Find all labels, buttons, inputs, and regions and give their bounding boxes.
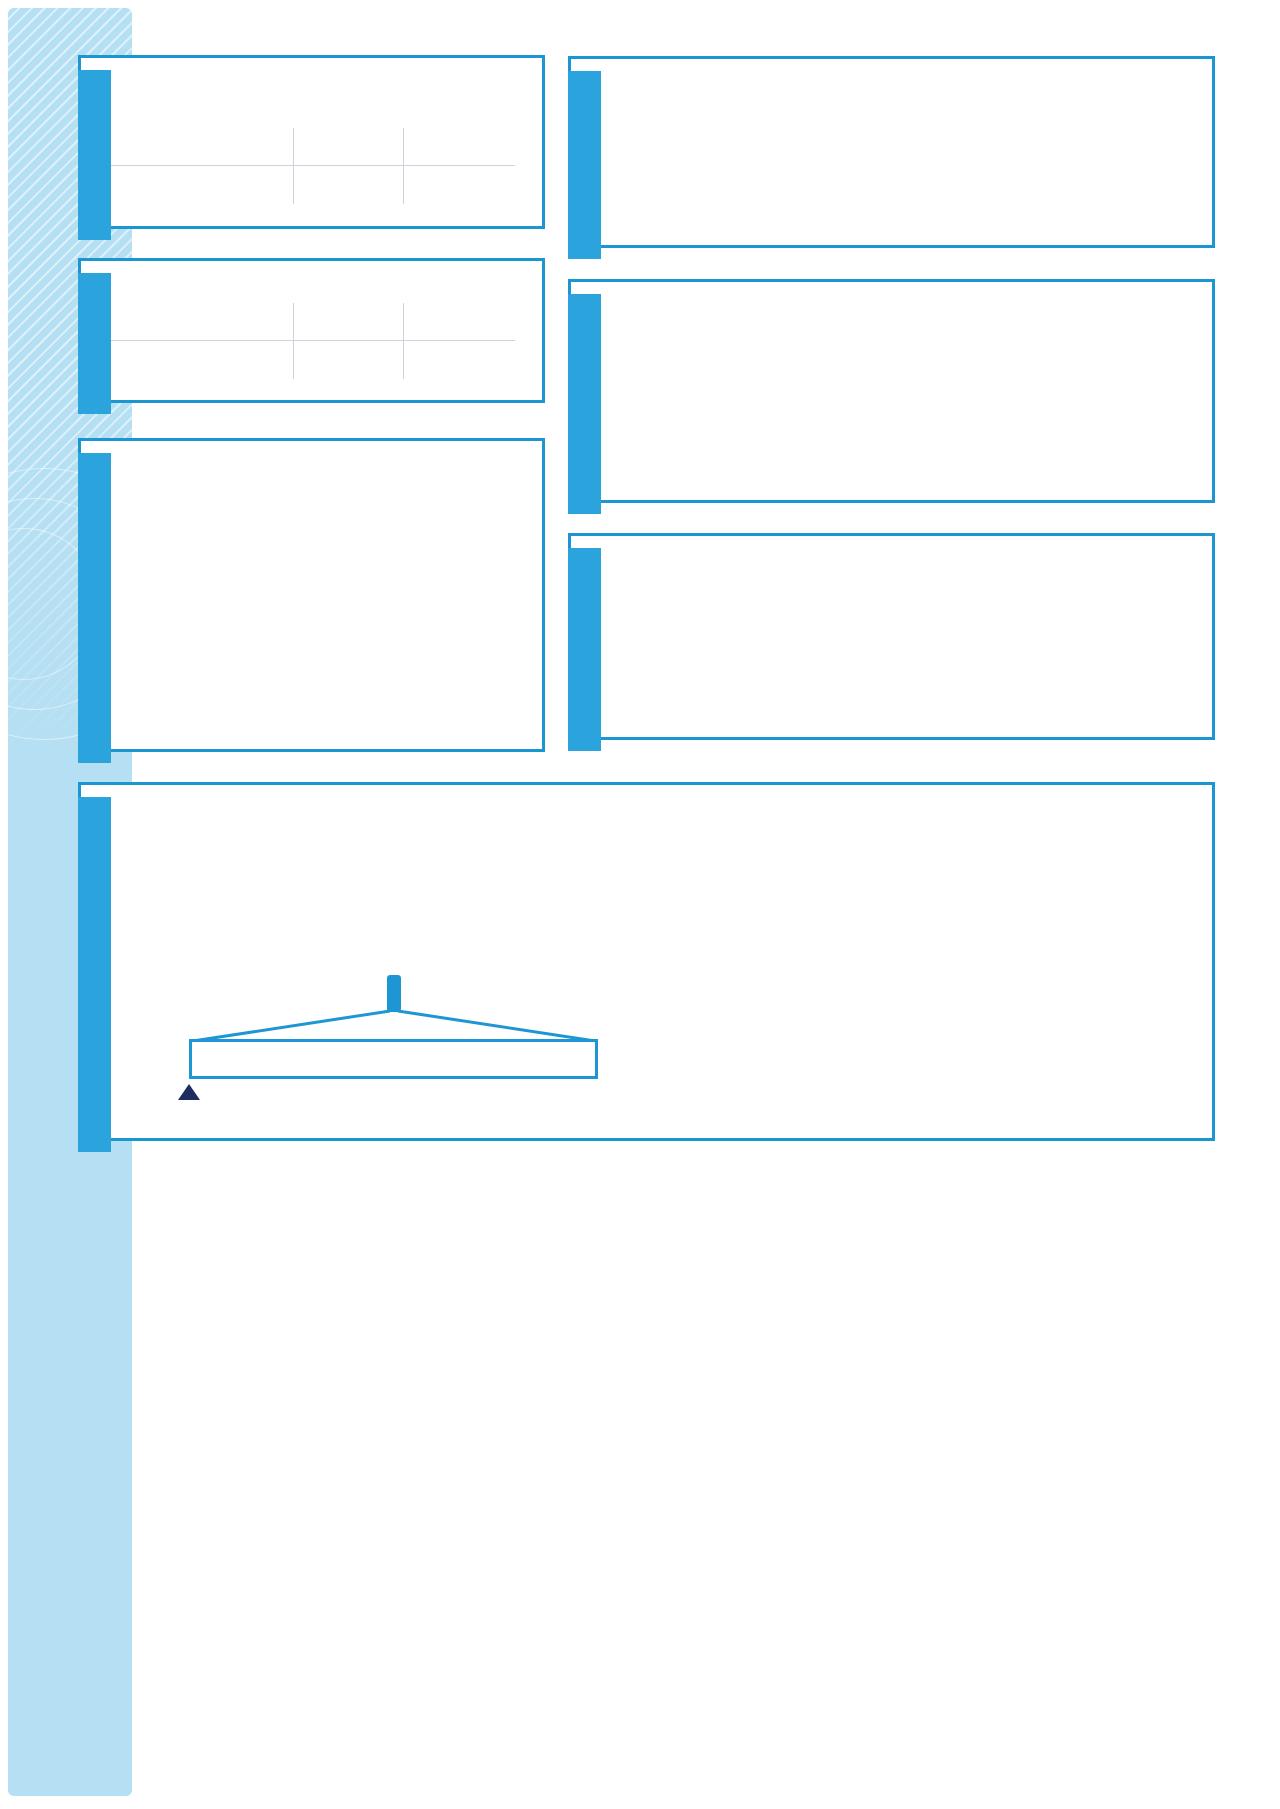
metingen-tab — [568, 548, 601, 751]
column-header-typisch — [293, 294, 403, 303]
metingen-header-row — [638, 540, 1192, 570]
bereik-nieuw-wltp — [204, 341, 293, 379]
gradient-average-marker — [387, 975, 401, 1012]
sensoren-tab — [568, 71, 601, 259]
column-header-individueel — [403, 294, 515, 303]
sensoren-card — [568, 56, 1215, 259]
bereik-card — [78, 258, 545, 414]
row-label-huidig — [81, 303, 204, 341]
energie-tab — [78, 70, 111, 240]
bereik-nieuw-typisch — [293, 341, 403, 379]
bms-header-row — [638, 286, 1192, 316]
cell-voltage-tab — [78, 797, 111, 1152]
average-triangle-icon — [178, 1084, 200, 1100]
bereik-huidig-wltp — [204, 303, 293, 341]
energie-huidig-netto — [293, 128, 403, 166]
bereik-tab — [78, 273, 111, 414]
bereik-huidig-typisch — [293, 303, 403, 341]
energie-nieuw-bruikbaar — [403, 166, 515, 204]
zoom-connector-lines — [192, 1009, 596, 1043]
energie-huidig-bruikbaar — [403, 128, 515, 166]
column-header-bruikbaar — [403, 119, 515, 128]
bms-card — [568, 279, 1215, 514]
bereik-table — [81, 261, 542, 379]
protocol-card — [78, 438, 545, 763]
protocol-rows — [81, 441, 542, 451]
cell-voltage-card — [78, 782, 1215, 1152]
metingen-rows — [571, 536, 1212, 570]
column-header-netto — [293, 119, 403, 128]
column-header-bruto — [204, 119, 293, 128]
metingen-card — [568, 533, 1215, 751]
bms-tab — [568, 294, 601, 514]
energie-nieuw-bruto — [204, 166, 293, 204]
column-header-wltp — [204, 294, 293, 303]
protocol-tab — [78, 453, 111, 763]
energie-nieuw-netto — [293, 166, 403, 204]
bms-rows — [571, 282, 1212, 316]
bereik-huidig-individueel — [403, 303, 515, 341]
energie-card — [78, 55, 545, 240]
bereik-nieuw-individueel — [403, 341, 515, 379]
zoomed-cells-box — [189, 1039, 598, 1079]
row-label-huidig — [81, 128, 204, 166]
sensoren-rows — [571, 59, 1212, 73]
energie-table — [81, 58, 542, 204]
energie-huidig-bruto — [204, 128, 293, 166]
report-serial-number — [38, 1190, 58, 1562]
